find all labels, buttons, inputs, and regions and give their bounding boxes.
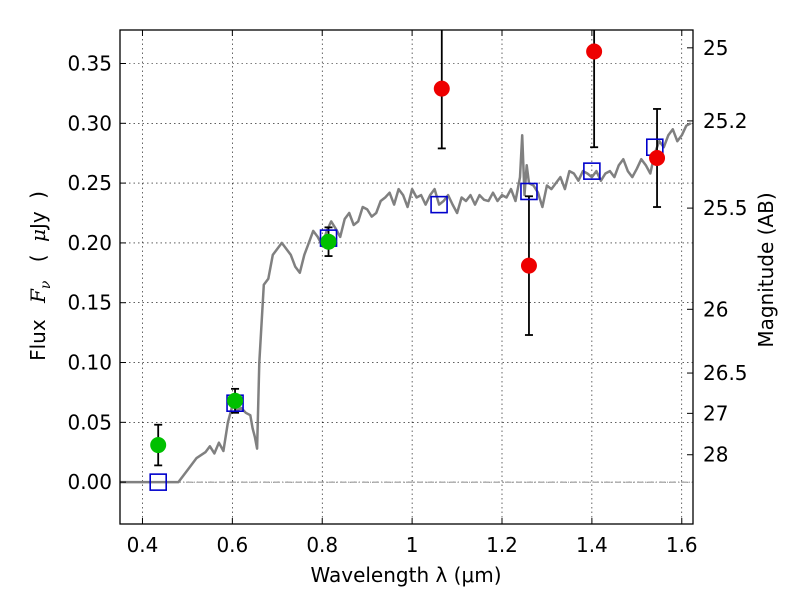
model-photometry-point (430, 195, 448, 214)
observed-point (433, 80, 450, 97)
model-photometry-point (583, 162, 601, 180)
y-label-f: F (26, 288, 50, 304)
model-photometry-point (520, 182, 538, 201)
right-tick-label: 25.5 (703, 196, 748, 220)
y-label-nu: ν (38, 280, 54, 289)
right-tick-label: 25.2 (703, 109, 748, 133)
y-tick-label: 0.30 (67, 111, 112, 135)
axis-ticks: 0.4 0.6 0.8 1 1.2 1.4 1.6 0.00 0.05 0.10 0.15 0.20 0… (67, 30, 748, 557)
y-label-close-paren: ) (26, 191, 50, 199)
x-tick-label: 1.6 (666, 533, 698, 557)
observed-point (586, 43, 603, 60)
y-tick-label: 0.10 (67, 351, 112, 375)
right-tick-label: 27 (703, 401, 728, 425)
y-label-flux: Flux (26, 319, 50, 361)
plot-series (120, 30, 692, 491)
right-tick-label: 26.5 (703, 361, 748, 385)
y-label-jy: Jy (26, 211, 50, 231)
x-tick-label: 1 (406, 533, 419, 557)
right-tick-label: 28 (703, 443, 728, 467)
plot-frame (119, 29, 694, 525)
spectrum-line (120, 122, 692, 484)
x-tick-label: 0.6 (216, 533, 248, 557)
x-axis-label: Wavelength λ (μm) (310, 563, 501, 587)
observed-point (150, 437, 167, 454)
y-tick-label: 0.15 (67, 291, 112, 315)
x-tick-label: 0.4 (127, 533, 159, 557)
model-photometry-point (149, 473, 167, 491)
observed-point (649, 149, 666, 166)
right-tick-label: 26 (703, 297, 728, 321)
grid (120, 30, 693, 524)
observed-point (520, 257, 537, 274)
y-tick-label: 0.35 (67, 51, 112, 75)
x-tick-label: 1.2 (486, 533, 518, 557)
y-tick-label: 0.20 (67, 231, 112, 255)
x-tick-label: 1.4 (576, 533, 608, 557)
y-label-open-paren: ( (26, 254, 50, 262)
observed-point (320, 233, 337, 250)
y-tick-label: 0.00 (67, 470, 112, 494)
observed-point (227, 392, 244, 409)
x-tick-label: 0.8 (306, 533, 338, 557)
y-axis-label: Flux Fν ( μJy ) (26, 191, 55, 361)
y-tick-label: 0.05 (67, 410, 112, 434)
right-axis-label: Magnitude (AB) (754, 192, 778, 347)
y-tick-label: 0.25 (67, 171, 112, 195)
y-label-mu: μ (26, 229, 50, 242)
right-tick-label: 25 (703, 36, 728, 60)
